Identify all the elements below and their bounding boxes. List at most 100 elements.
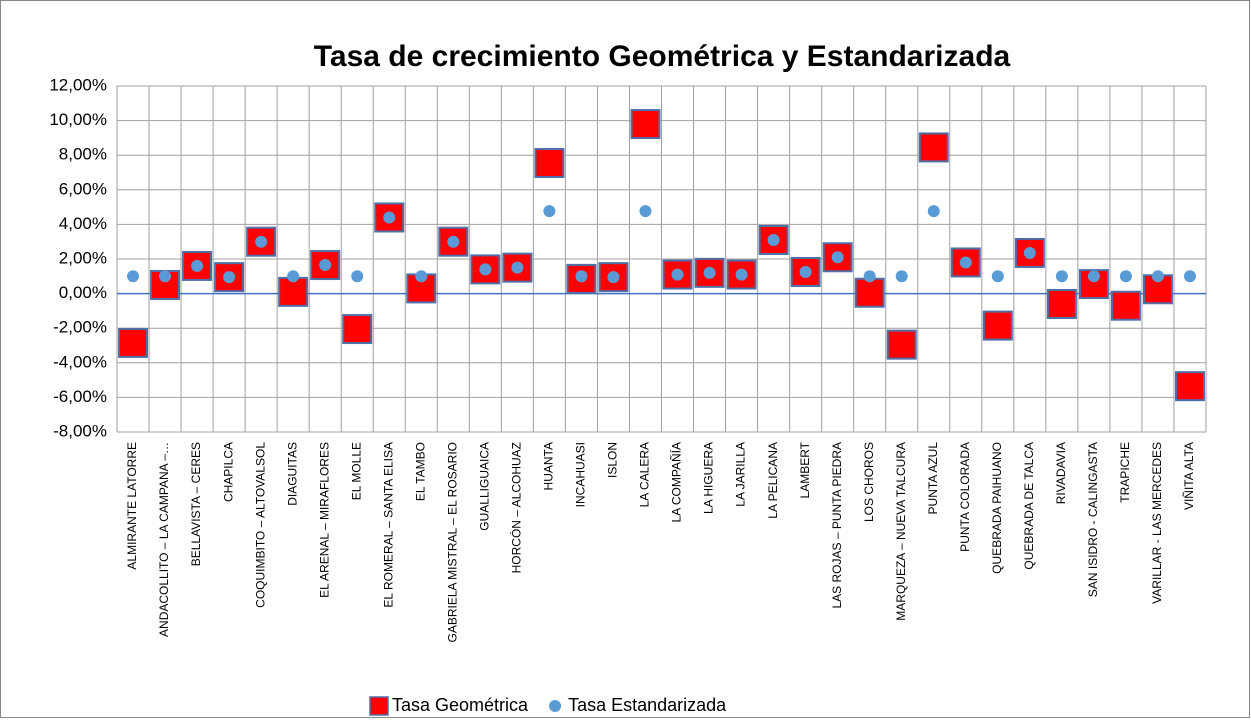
marker-square [342, 314, 373, 345]
marker-circle [319, 259, 332, 272]
marker-circle [959, 256, 972, 269]
x-tick-label: VIÑITA ALTA [1182, 442, 1196, 510]
marker-square [630, 109, 661, 140]
marker-circle [127, 270, 140, 283]
y-tick-label: 2,00% [59, 248, 107, 267]
marker-circle [1183, 270, 1196, 283]
y-tick-label: -2,00% [53, 318, 107, 337]
y-tick-label: 4,00% [59, 214, 107, 233]
marker-circle [255, 235, 268, 248]
marker-square [1046, 288, 1077, 319]
x-tick-label: ISLON [606, 442, 620, 478]
marker-circle [991, 270, 1004, 283]
x-tick-label: PUNTA AZUL [926, 442, 940, 515]
x-tick-label: COQUIMBITO – ALTOVALSOL [253, 442, 267, 608]
marker-square [982, 310, 1013, 341]
x-tick-label: INCAHUASI [574, 442, 588, 507]
x-tick-label: GUALLIGUAICA [478, 442, 492, 531]
x-tick-label: SAN ISIDRO - CALINGASTA [1086, 442, 1100, 597]
legend-swatch [549, 700, 562, 712]
x-tick-label: QUEBRADA DE TALCA [1022, 442, 1036, 570]
marker-circle [447, 235, 460, 248]
marker-square [1174, 371, 1205, 402]
marker-circle [351, 270, 364, 283]
marker-square [118, 327, 149, 358]
x-tick-label: HUANTA [542, 442, 556, 490]
y-tick-label: 8,00% [59, 145, 107, 164]
x-tick-label: LA COMPAÑÍA [669, 442, 684, 522]
y-tick-label: 6,00% [59, 179, 107, 198]
x-tick-label: EL ROMERAL – SANTA ELISA [381, 442, 395, 608]
x-tick-label: LA HIGUERA [702, 442, 716, 514]
x-tick-label: LA PELICANA [766, 442, 780, 519]
marker-circle [575, 270, 588, 283]
y-tick-label: 10,00% [49, 110, 107, 129]
marker-circle [1119, 270, 1132, 283]
marker-circle [607, 271, 620, 284]
x-tick-label: TRAPICHE [1118, 442, 1132, 503]
marker-circle [1055, 270, 1068, 283]
marker-circle [543, 205, 556, 218]
y-tick-label: 12,00% [49, 75, 107, 94]
x-tick-label: CHAPILCA [221, 442, 235, 502]
marker-circle [671, 268, 684, 281]
marker-square [1078, 269, 1109, 300]
legend-swatch [369, 696, 389, 716]
x-tick-label: LA JARILLA [734, 442, 748, 507]
marker-circle [1087, 270, 1100, 283]
y-tick-label: -4,00% [53, 352, 107, 371]
marker-square [886, 329, 917, 360]
x-tick-label: HORCÓN – ALCOHUAZ [509, 442, 524, 573]
y-tick-label: -8,00% [53, 421, 107, 440]
marker-circle [895, 270, 908, 283]
marker-circle [831, 251, 844, 264]
y-tick-label: -6,00% [53, 387, 107, 406]
marker-circle [863, 270, 876, 283]
y-tick-label: 0,00% [59, 283, 107, 302]
marker-circle [639, 205, 652, 218]
x-tick-label: DIAGUITAS [285, 442, 299, 506]
marker-circle [703, 266, 716, 279]
marker-square [598, 262, 629, 293]
marker-circle [1023, 246, 1036, 259]
x-tick-label: EL TAMBO [413, 442, 427, 501]
marker-circle [1151, 270, 1164, 283]
x-tick-label: ALMIRANTE LATORRE [125, 442, 139, 570]
x-tick-label: ANDACOLLITO – LA CAMPANA –… [157, 442, 171, 637]
marker-square [534, 147, 565, 178]
marker-square [854, 277, 885, 308]
marker-circle [799, 265, 812, 278]
x-tick-label: LAMBERT [798, 441, 812, 498]
x-tick-label: VARILLAR - LAS MERCEDES [1150, 442, 1164, 604]
marker-square [1110, 290, 1141, 321]
chart-title: Tasa de crecimiento Geométrica y Estanda… [314, 40, 1011, 73]
x-tick-label: LOS CHOROS [862, 442, 876, 522]
marker-circle [159, 270, 172, 283]
x-tick-label: EL MOLLE [349, 442, 363, 500]
x-tick-label: BELLAVISTA – CERES [189, 442, 203, 566]
marker-circle [415, 270, 428, 283]
marker-circle [927, 205, 940, 218]
marker-circle [383, 211, 396, 224]
marker-circle [479, 263, 492, 276]
marker-square [918, 132, 949, 163]
legend-label: Tasa Geométrica [392, 695, 529, 715]
x-tick-label: GABRIELA MISTRAL – EL ROSARIO [445, 442, 459, 643]
legend-label: Tasa Estandarizada [568, 695, 727, 715]
marker-circle [223, 271, 236, 284]
marker-circle [767, 233, 780, 246]
x-tick-label: LAS ROJAS – PUNTA PIEDRA [830, 442, 844, 609]
marker-square [278, 276, 309, 307]
x-tick-label: MARQUEZA – NUEVA TALCURA [894, 442, 908, 621]
marker-circle [511, 261, 524, 274]
x-tick-label: LA CALERA [638, 442, 652, 507]
x-tick-label: EL ARENAL – MIRAFLORES [317, 442, 331, 598]
marker-circle [735, 268, 748, 281]
x-tick-label: RIVADAVIA [1054, 442, 1068, 504]
marker-circle [287, 270, 300, 283]
x-tick-label: PUNTA COLORADA [958, 442, 972, 552]
x-tick-label: QUEBRADA PAIHUANO [990, 442, 1004, 574]
marker-circle [191, 259, 204, 272]
